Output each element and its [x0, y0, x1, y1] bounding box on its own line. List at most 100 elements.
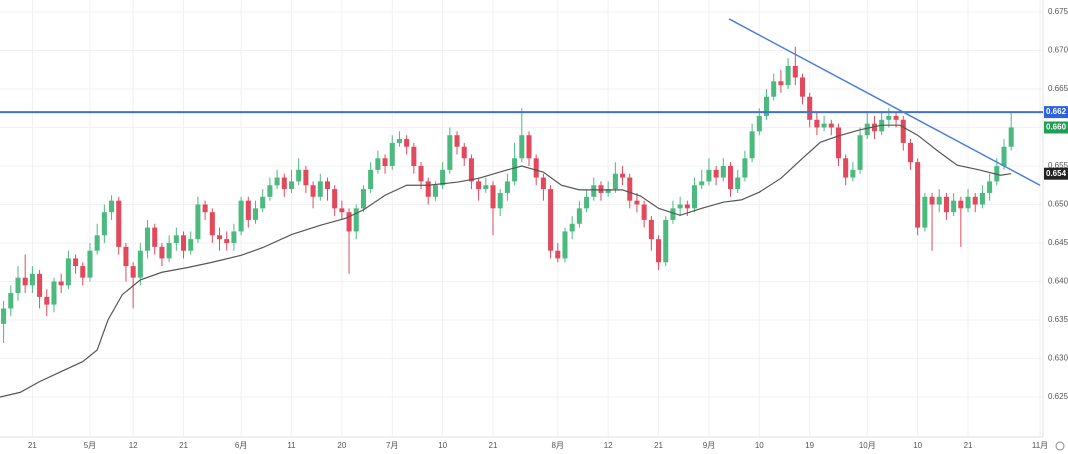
x-tick-label: 12 — [604, 441, 613, 450]
candle-body — [418, 166, 424, 182]
candle-body — [504, 181, 510, 193]
candle-body — [979, 192, 985, 205]
candle-body — [468, 158, 474, 182]
candle-body — [584, 196, 590, 209]
candle-body — [123, 246, 129, 267]
candle-body — [512, 158, 518, 182]
candle-body — [483, 185, 489, 190]
x-tick-label: 21 — [179, 441, 188, 450]
candle-body — [238, 200, 244, 232]
candle-body — [137, 250, 143, 278]
candle-body — [533, 158, 539, 178]
candle-body — [677, 204, 683, 209]
x-tick-label: 21 — [489, 441, 498, 450]
candle-body — [368, 169, 374, 190]
candle-body — [792, 65, 798, 78]
candle-body — [728, 166, 734, 190]
price-label-box — [1044, 167, 1068, 180]
candle-body — [65, 258, 71, 286]
y-tick-label: 0.645 — [1048, 238, 1068, 247]
candle-body — [900, 119, 906, 143]
candle-body — [37, 273, 43, 297]
candle-body — [245, 200, 251, 220]
y-tick-label: 0.625 — [1048, 392, 1068, 401]
x-tick-label: 10 — [913, 441, 922, 450]
candle-body — [907, 142, 913, 163]
candle-body — [159, 246, 165, 259]
x-tick-label: 8月 — [552, 441, 564, 450]
candle-body — [598, 185, 604, 193]
candle-body — [296, 169, 302, 182]
candle-body — [145, 227, 151, 251]
settings-icon[interactable] — [1055, 441, 1065, 451]
x-tick-label: 11 — [287, 441, 296, 450]
candle-body — [411, 146, 417, 166]
candle-body — [519, 135, 525, 159]
candle-body — [706, 169, 712, 182]
candle-body — [684, 204, 690, 209]
price-label: 0.662 — [1046, 107, 1067, 116]
candle-body — [116, 200, 122, 247]
candle-body — [922, 196, 928, 228]
candle-body — [288, 181, 295, 190]
candle-body — [310, 185, 316, 197]
price-label-box — [1044, 106, 1068, 119]
y-tick-label: 0.635 — [1048, 315, 1068, 324]
x-tick-label: 21 — [964, 441, 973, 450]
candle-body — [526, 135, 532, 159]
candle-body — [216, 235, 223, 240]
candle-body — [130, 266, 136, 278]
candle-body — [648, 219, 654, 240]
candle-body — [260, 196, 266, 209]
candle-body — [87, 250, 93, 278]
price-label-box — [1044, 121, 1068, 134]
trend-line — [728, 18, 1041, 186]
y-tick-label: 0.665 — [1048, 84, 1068, 93]
y-tick-label: 0.640 — [1048, 277, 1068, 286]
candle-body — [799, 77, 806, 97]
candle-body — [101, 212, 107, 236]
candle-body — [958, 200, 964, 209]
candle-body — [332, 189, 338, 209]
candle-body — [778, 81, 784, 86]
candle-body — [972, 196, 978, 205]
candle-body — [871, 123, 877, 132]
candle-body — [828, 123, 834, 128]
candle-body — [915, 162, 921, 228]
candle-body — [80, 266, 86, 278]
candle-body — [346, 212, 352, 232]
candle-body — [58, 281, 64, 286]
candle-body — [360, 189, 366, 209]
candle-body — [994, 166, 1000, 182]
candle-body — [252, 208, 259, 220]
candle-body — [152, 227, 158, 247]
candle-body — [720, 166, 726, 178]
candle-body — [656, 239, 662, 263]
x-tick-label: 19 — [805, 441, 814, 450]
candle-body — [857, 135, 863, 170]
candle-body — [73, 258, 79, 267]
candle-body — [188, 239, 194, 251]
candle-body — [231, 231, 237, 243]
y-tick-label: 0.655 — [1048, 161, 1068, 170]
candle-body — [94, 235, 100, 251]
candle-body — [1, 308, 7, 324]
candle-body — [224, 239, 230, 243]
candle-body — [109, 200, 115, 213]
candle-body — [807, 96, 813, 120]
candle-body — [936, 196, 942, 205]
candle-body — [274, 177, 280, 186]
candle-body — [612, 173, 618, 190]
candle-body — [569, 223, 575, 232]
y-tick-label: 0.675 — [1048, 7, 1068, 16]
moving-average — [0, 124, 1012, 398]
candle-body — [476, 181, 482, 190]
candle-body — [540, 177, 546, 190]
candle-body — [195, 204, 201, 240]
x-tick-label: 12 — [129, 441, 138, 450]
candle-body — [29, 273, 35, 286]
candle-body — [497, 192, 503, 209]
candle-body — [763, 96, 770, 116]
